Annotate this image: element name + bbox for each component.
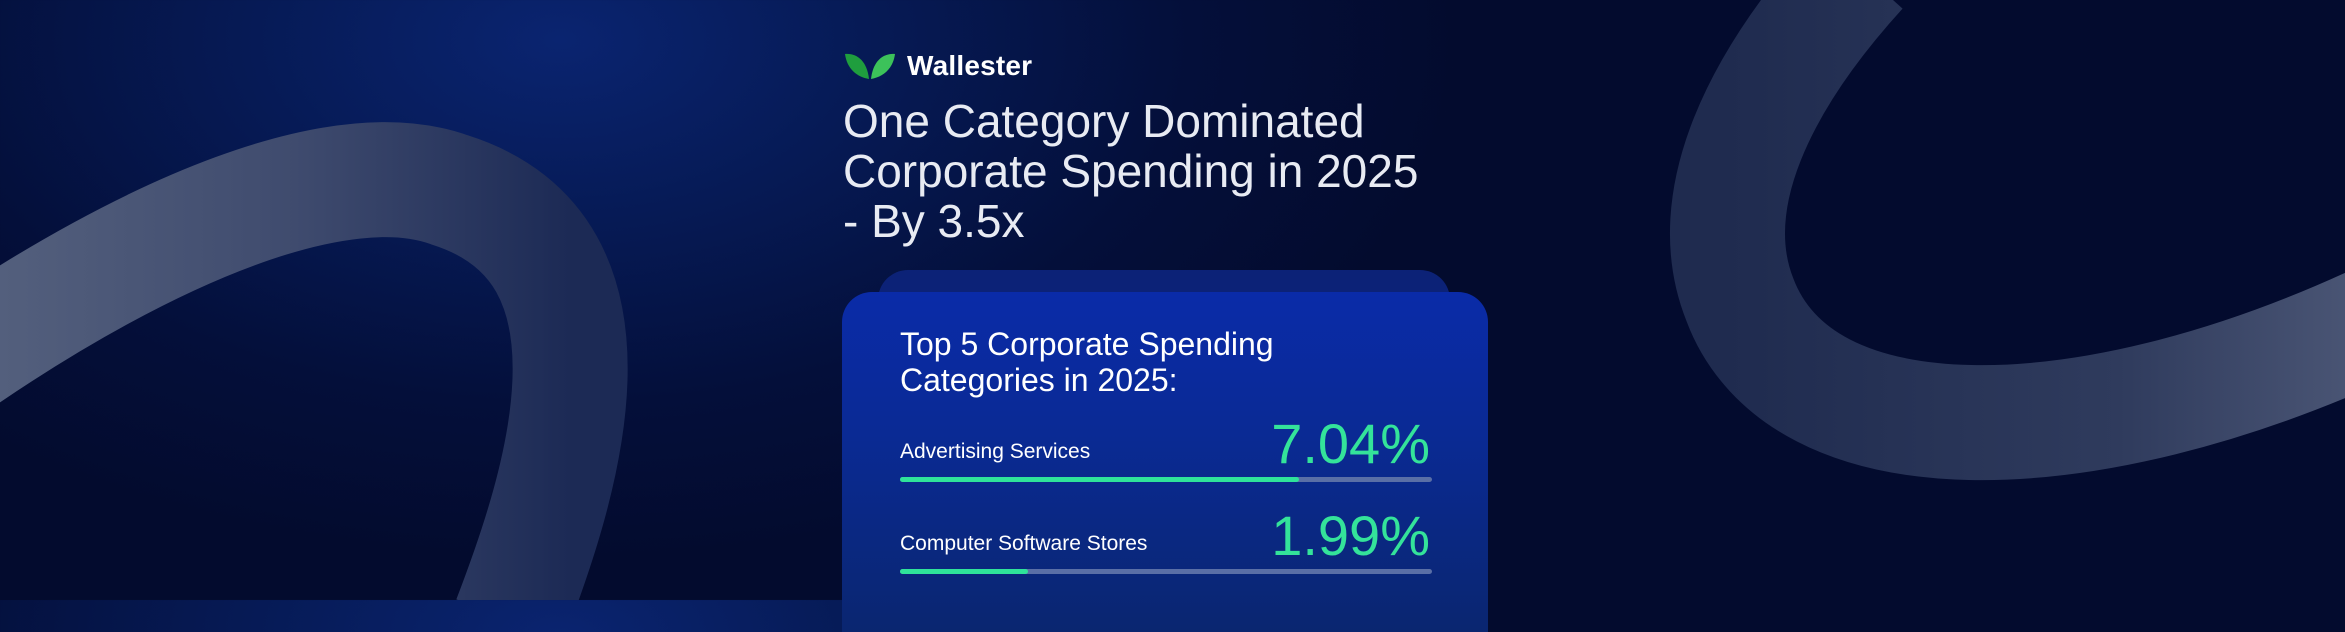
progress-fill [900, 477, 1299, 482]
category-row: Advertising Services 7.04% [900, 412, 1432, 482]
category-label: Advertising Services [900, 440, 1091, 463]
category-value: 7.04% [1271, 412, 1430, 475]
header-section: Wallester One Category Dominated Corpora… [843, 46, 1493, 246]
spending-card: Top 5 Corporate Spending Categories in 2… [842, 292, 1488, 632]
page-headline: One Category Dominated Corporate Spendin… [843, 96, 1443, 246]
category-value: 1.99% [1271, 504, 1430, 567]
card-title-line: Top 5 Corporate Spending [900, 326, 1274, 362]
progress-track [900, 477, 1432, 482]
brand: Wallester [843, 46, 1493, 86]
headline-line: - By 3.5x [843, 195, 1025, 247]
headline-line: Corporate Spending in 2025 [843, 145, 1419, 197]
progress-track [900, 569, 1432, 574]
progress-fill [900, 569, 1028, 574]
card-title: Top 5 Corporate Spending Categories in 2… [900, 326, 1340, 398]
headline-line: One Category Dominated [843, 95, 1365, 147]
card-title-line: Categories in 2025: [900, 362, 1178, 398]
leaf-logo-icon [845, 53, 895, 79]
category-row: Computer Software Stores 1.99% [900, 504, 1432, 574]
category-label: Computer Software Stores [900, 532, 1148, 555]
background-swoosh-graphic [0, 0, 2345, 600]
brand-name: Wallester [907, 50, 1033, 81]
